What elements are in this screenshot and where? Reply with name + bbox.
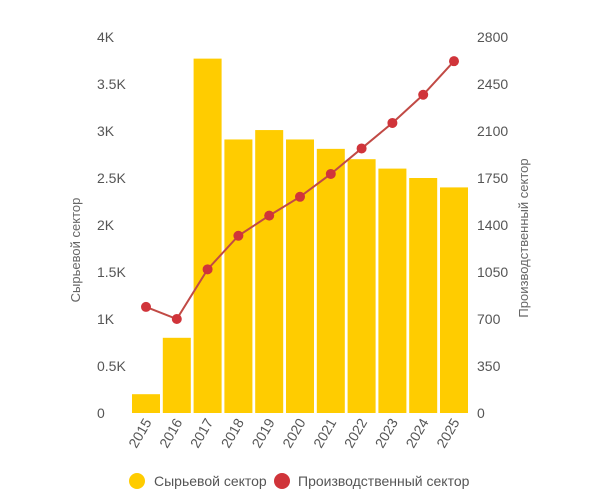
bar-2018 xyxy=(224,139,253,413)
y-axis-label-left: Сырьевой сектор xyxy=(68,198,83,303)
bar-2017 xyxy=(193,58,222,414)
right-tick-label: 700 xyxy=(477,311,501,327)
left-tick-label: 4K xyxy=(97,29,115,45)
line-group xyxy=(141,56,459,324)
left-tick-label: 0 xyxy=(97,405,105,421)
x-tick-label: 2018 xyxy=(218,415,248,450)
right-tick-label: 2100 xyxy=(477,123,508,139)
x-tick-label: 2020 xyxy=(279,415,309,450)
bar-2025 xyxy=(440,187,468,413)
x-axis-ticks: 2015 2016 2017 2018 2019 2020 2021 2022 2023 2024… xyxy=(125,415,463,450)
x-tick-label: 2023 xyxy=(372,415,402,450)
right-tick-label: 1750 xyxy=(477,170,508,186)
legend-label-production-sector: Производственный сектор xyxy=(298,473,470,489)
legend-marker-raw-sector xyxy=(129,473,145,489)
x-tick-label: 2022 xyxy=(341,415,371,450)
legend-marker-production-sector xyxy=(274,473,290,489)
left-tick-label: 2.5K xyxy=(97,170,126,186)
right-tick-label: 1400 xyxy=(477,217,508,233)
right-tick-label: 2800 xyxy=(477,29,508,45)
right-axis-ticks: 0 350 700 1050 1400 1750 2100 2450 2800 xyxy=(477,29,508,421)
point-2020 xyxy=(295,191,305,202)
bar-2022 xyxy=(347,159,376,413)
bar-2016 xyxy=(162,337,191,413)
legend: Сырьевой сектор Производственный сектор xyxy=(129,473,470,489)
right-tick-label: 2450 xyxy=(477,76,508,92)
left-axis-ticks: 0 0.5K 1K 1.5K 2K 2.5K 3K 3.5K 4K xyxy=(97,29,126,421)
x-tick-label: 2015 xyxy=(125,415,155,450)
point-2019 xyxy=(264,210,275,221)
point-2021 xyxy=(325,168,336,179)
bars-group xyxy=(132,58,468,414)
right-tick-label: 1050 xyxy=(477,264,508,280)
point-2017 xyxy=(202,264,213,275)
bar-2020 xyxy=(286,139,314,413)
bar-2015 xyxy=(132,394,160,413)
x-tick-label: 2016 xyxy=(156,415,186,450)
point-2022 xyxy=(356,143,367,154)
left-tick-label: 3K xyxy=(97,123,115,139)
point-2024 xyxy=(418,89,429,100)
point-2016 xyxy=(171,314,182,324)
left-tick-label: 1.5K xyxy=(97,264,126,280)
y-axis-label-right: Производственный сектор xyxy=(516,158,531,317)
point-2015 xyxy=(141,301,151,312)
point-2023 xyxy=(387,117,398,128)
right-tick-label: 350 xyxy=(477,358,501,374)
x-tick-label: 2025 xyxy=(433,415,463,450)
point-2018 xyxy=(233,230,244,241)
left-tick-label: 3.5K xyxy=(97,76,126,92)
right-tick-label: 0 xyxy=(477,405,485,421)
legend-label-raw-sector: Сырьевой сектор xyxy=(154,473,267,489)
x-tick-label: 2024 xyxy=(402,415,432,450)
bar-2024 xyxy=(409,178,438,413)
point-2025 xyxy=(449,56,459,67)
x-tick-label: 2021 xyxy=(310,415,340,450)
x-tick-label: 2019 xyxy=(248,415,278,450)
bar-2019 xyxy=(255,130,284,413)
bar-2023 xyxy=(378,168,407,413)
bar-2021 xyxy=(316,148,345,414)
left-tick-label: 0.5K xyxy=(97,358,126,374)
left-tick-label: 2K xyxy=(97,217,115,233)
x-tick-label: 2017 xyxy=(187,415,217,450)
left-tick-label: 1K xyxy=(97,311,115,327)
